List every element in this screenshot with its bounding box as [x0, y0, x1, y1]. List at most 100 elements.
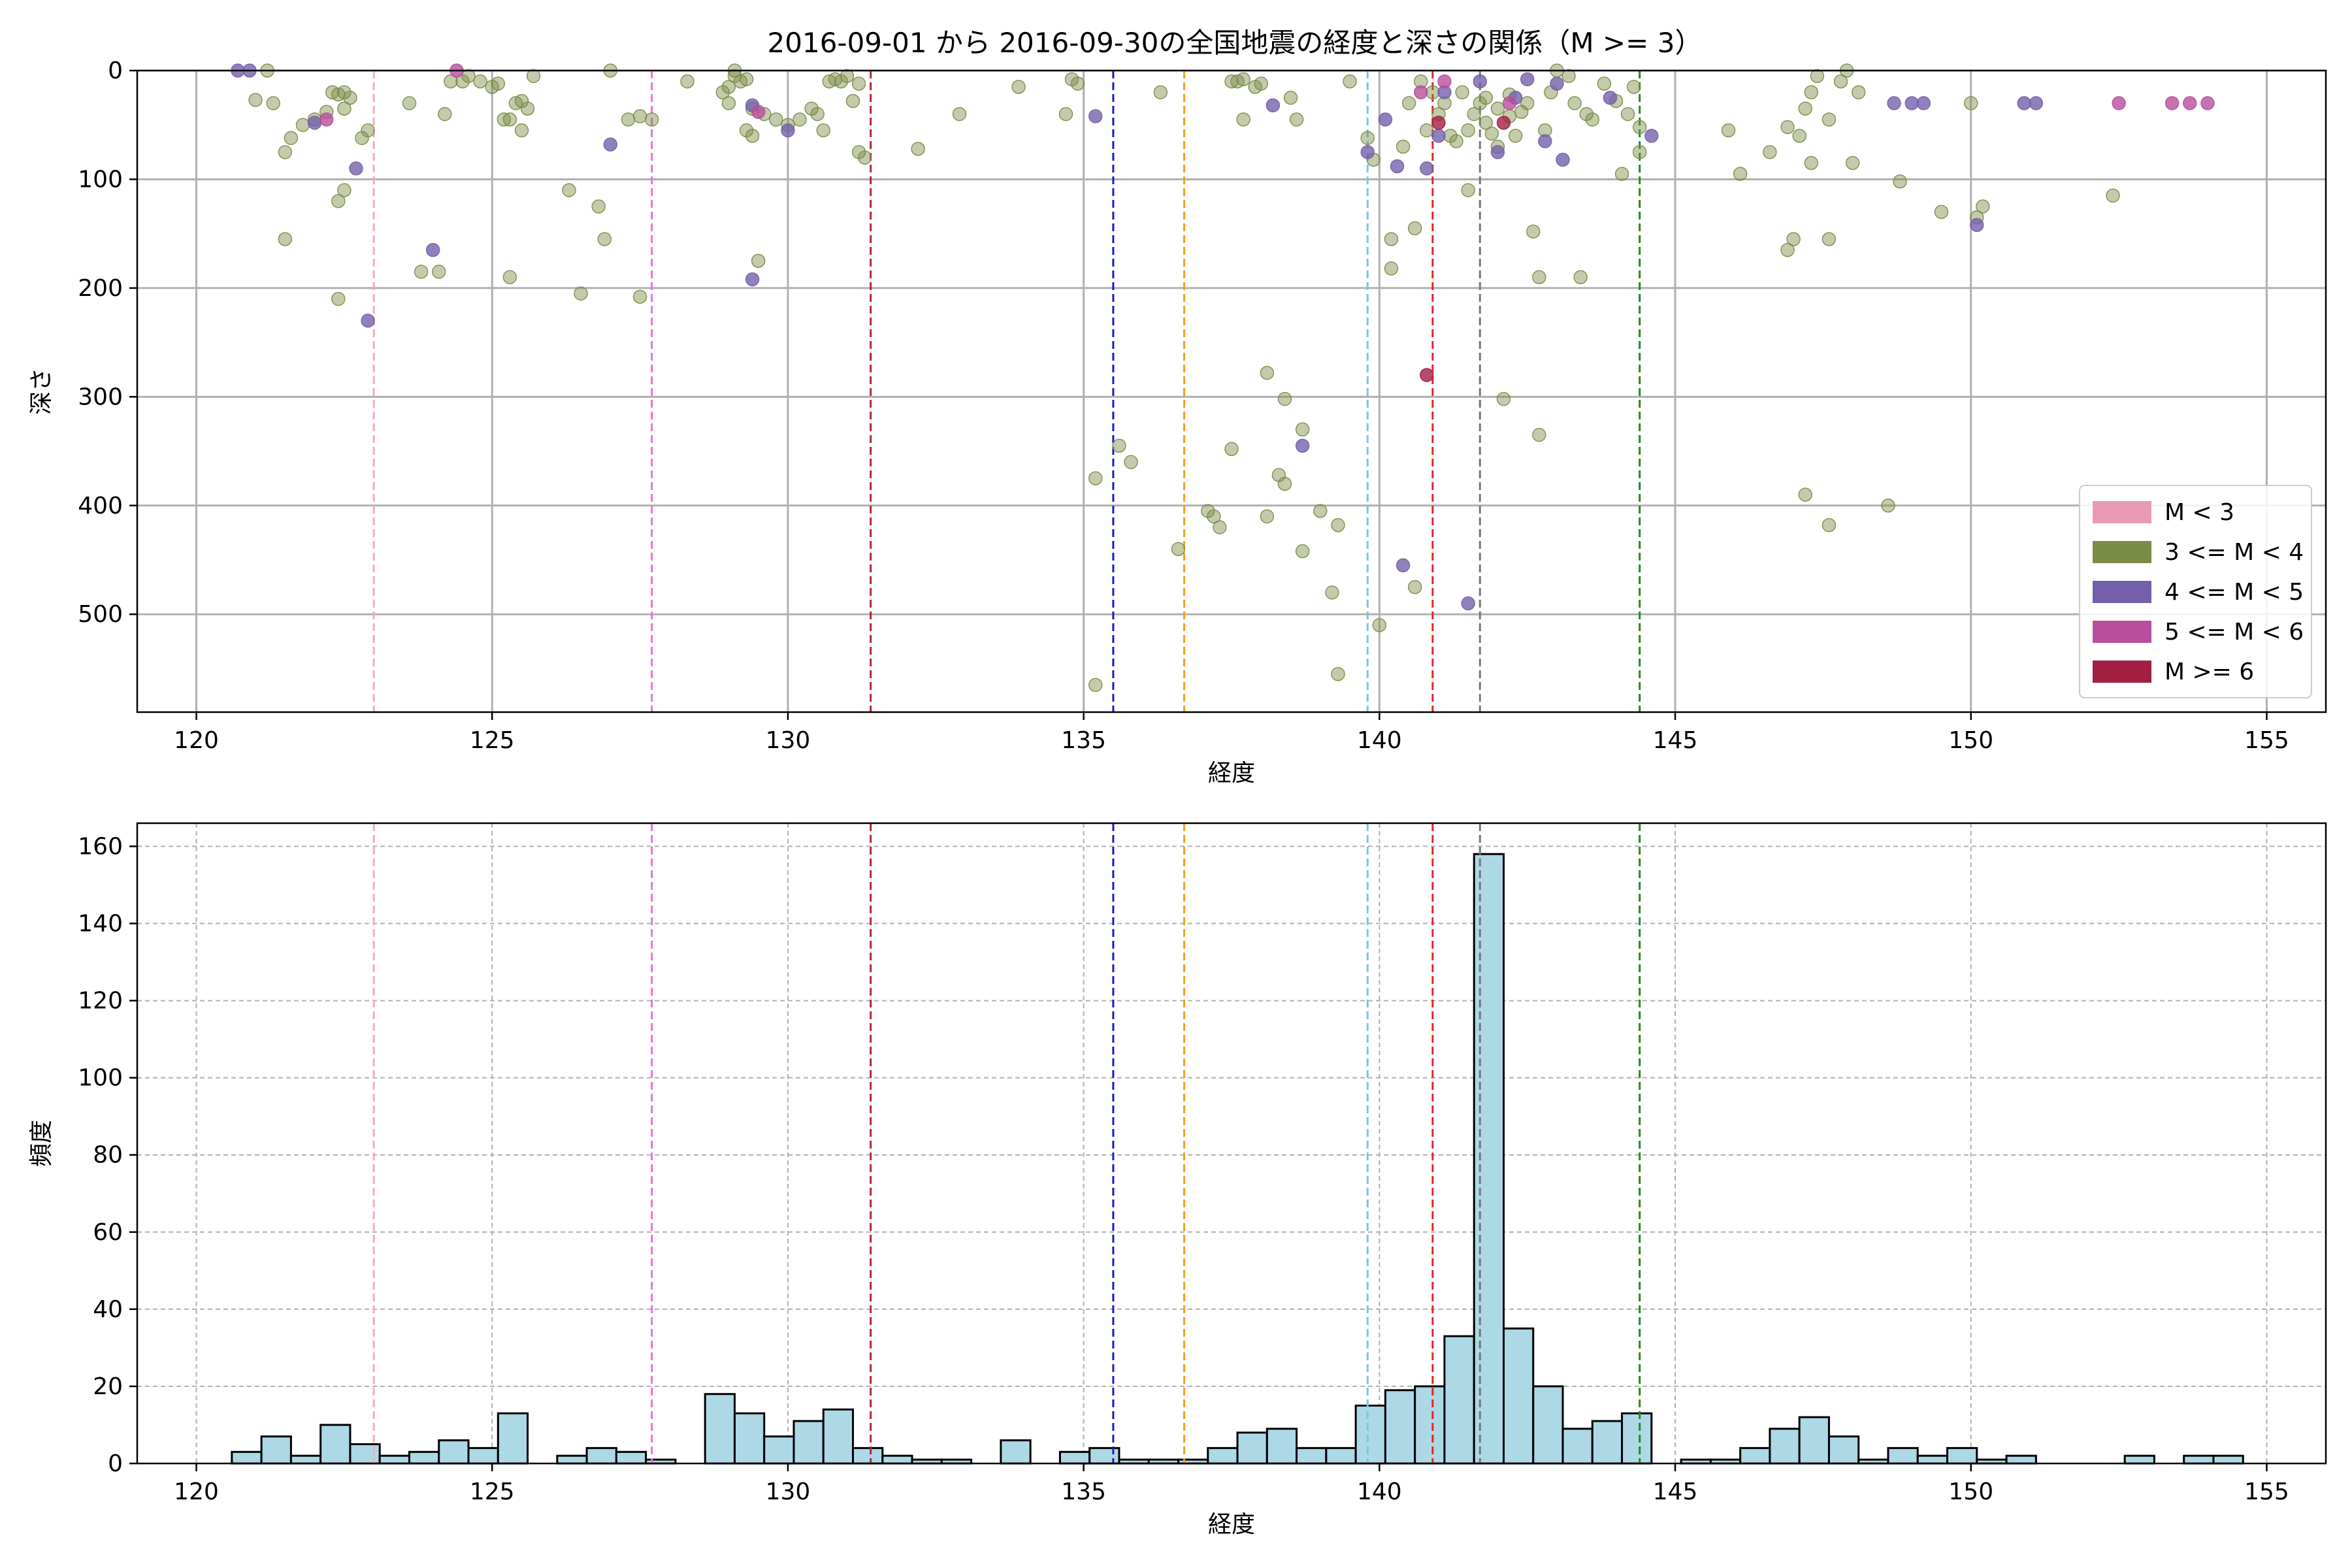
scatter-point — [1224, 74, 1239, 89]
histogram-bar — [1473, 853, 1505, 1465]
scatter-point — [952, 106, 967, 122]
scatter-point — [1603, 90, 1618, 105]
histogram-bar — [1296, 1446, 1328, 1465]
y-tick-label: 60 — [93, 1219, 123, 1246]
y-tick-label: 20 — [93, 1373, 123, 1400]
scatter-point — [1112, 438, 1126, 453]
legend: M < 3 3 <= M < 4 4 <= M < 5 5 <= M < 6 M >= … — [2079, 485, 2312, 698]
histogram-bar — [1769, 1428, 1801, 1465]
histogram-bar — [822, 1408, 855, 1465]
scatter-point — [337, 85, 351, 100]
scatter-point — [1845, 155, 1860, 171]
scatter-point — [591, 199, 606, 214]
legend-swatch — [2093, 501, 2151, 523]
histogram-bar — [1502, 1327, 1535, 1465]
scatter-point — [337, 183, 351, 197]
scatter-point — [1833, 74, 1848, 89]
scatter-point — [1484, 126, 1499, 141]
histogram-bar — [1887, 1446, 1919, 1465]
histogram-bar — [1236, 1431, 1268, 1465]
x-tick-label: 140 — [1357, 727, 1402, 754]
x-tick-label: 145 — [1653, 727, 1698, 754]
scatter-point — [1283, 90, 1298, 105]
scatter-point — [816, 123, 831, 138]
scatter-point — [1070, 76, 1085, 91]
scatter-panel: 120 125 130 135 140 145 150 155 0 100 200 300 400 500… — [28, 57, 2327, 787]
scatter-point — [2164, 96, 2180, 110]
legend-label: 4 <= M < 5 — [2164, 579, 2304, 606]
scatter-point — [1970, 218, 1984, 233]
scatter-point — [1413, 85, 1428, 100]
scatter-points — [231, 63, 2215, 693]
histogram-bar — [763, 1435, 795, 1465]
y-tick-label: 300 — [78, 384, 123, 410]
y-tick-label: 500 — [78, 601, 123, 628]
legend-label: 3 <= M < 4 — [2164, 539, 2304, 566]
scatter-point — [745, 129, 760, 143]
scatter-point — [1396, 139, 1411, 154]
scatter-point — [1478, 90, 1494, 105]
x-tick-label: 125 — [470, 727, 515, 754]
scatter-point — [1461, 183, 1475, 197]
histogram-bar — [2123, 1454, 2155, 1465]
scatter-point — [438, 106, 452, 122]
scatter-point — [502, 270, 517, 284]
scatter-point — [1532, 270, 1546, 284]
scatter-point — [1573, 270, 1588, 284]
scatter-point — [337, 101, 351, 116]
scatter-point — [1331, 517, 1345, 532]
scatter-point — [1437, 74, 1452, 89]
scatter-point — [1620, 106, 1635, 122]
scatter-point — [1295, 422, 1310, 437]
legend-swatch — [2093, 581, 2151, 603]
histogram-bar — [497, 1412, 529, 1465]
histogram-bar — [289, 1454, 322, 1465]
scatter-point — [1277, 476, 1292, 491]
histogram-bar — [349, 1443, 381, 1465]
scatter-point — [1213, 520, 1227, 534]
scatter-point — [1597, 76, 1612, 91]
histogram-bar — [438, 1439, 470, 1465]
scatter-point — [461, 69, 476, 84]
scatter-point — [520, 101, 535, 116]
histogram-bar — [1207, 1446, 1239, 1465]
scatter-point — [307, 116, 322, 130]
scatter-point — [355, 131, 369, 145]
scatter-point — [574, 286, 588, 301]
scatter-point — [1496, 391, 1511, 406]
scatter-point — [751, 105, 766, 119]
histogram-bar — [1443, 1335, 1475, 1465]
scatter-point — [1964, 96, 1978, 110]
histogram-bar — [1414, 1385, 1446, 1465]
scatter-point — [1792, 129, 1806, 143]
scatter-point — [1520, 96, 1535, 110]
scatter-point — [1088, 678, 1103, 693]
scatter-point — [1561, 69, 1576, 84]
scatter-point — [1934, 204, 1949, 220]
scatter-point — [1372, 618, 1387, 632]
histogram-bar — [2183, 1454, 2215, 1465]
scatter-point — [1532, 427, 1546, 442]
histogram-bar — [378, 1454, 410, 1465]
scatter-point — [1473, 74, 1488, 89]
histogram-panel: 120 125 130 135 140 145 150 155 0 20 40 60 80 100 120 1… — [28, 822, 2327, 1538]
scatter-point — [1916, 96, 1931, 110]
grid — [137, 69, 2326, 712]
scatter-point — [804, 101, 819, 116]
scatter-point — [1201, 504, 1215, 518]
scatter-point — [851, 145, 866, 159]
scatter-point — [1384, 232, 1399, 246]
scatter-point — [349, 161, 363, 176]
histogram-bar — [1266, 1428, 1298, 1465]
scatter-point — [1236, 112, 1250, 127]
histogram-bar — [1325, 1446, 1357, 1465]
reference-lines — [372, 823, 1641, 1463]
legend-frame — [2079, 485, 2312, 698]
scatter-point — [1407, 221, 1422, 236]
scatter-point — [1644, 129, 1659, 143]
x-tick-label: 125 — [470, 1478, 515, 1505]
scatter-point — [1733, 167, 1748, 181]
scatter-point — [1401, 96, 1416, 110]
scatter-point — [845, 93, 860, 108]
